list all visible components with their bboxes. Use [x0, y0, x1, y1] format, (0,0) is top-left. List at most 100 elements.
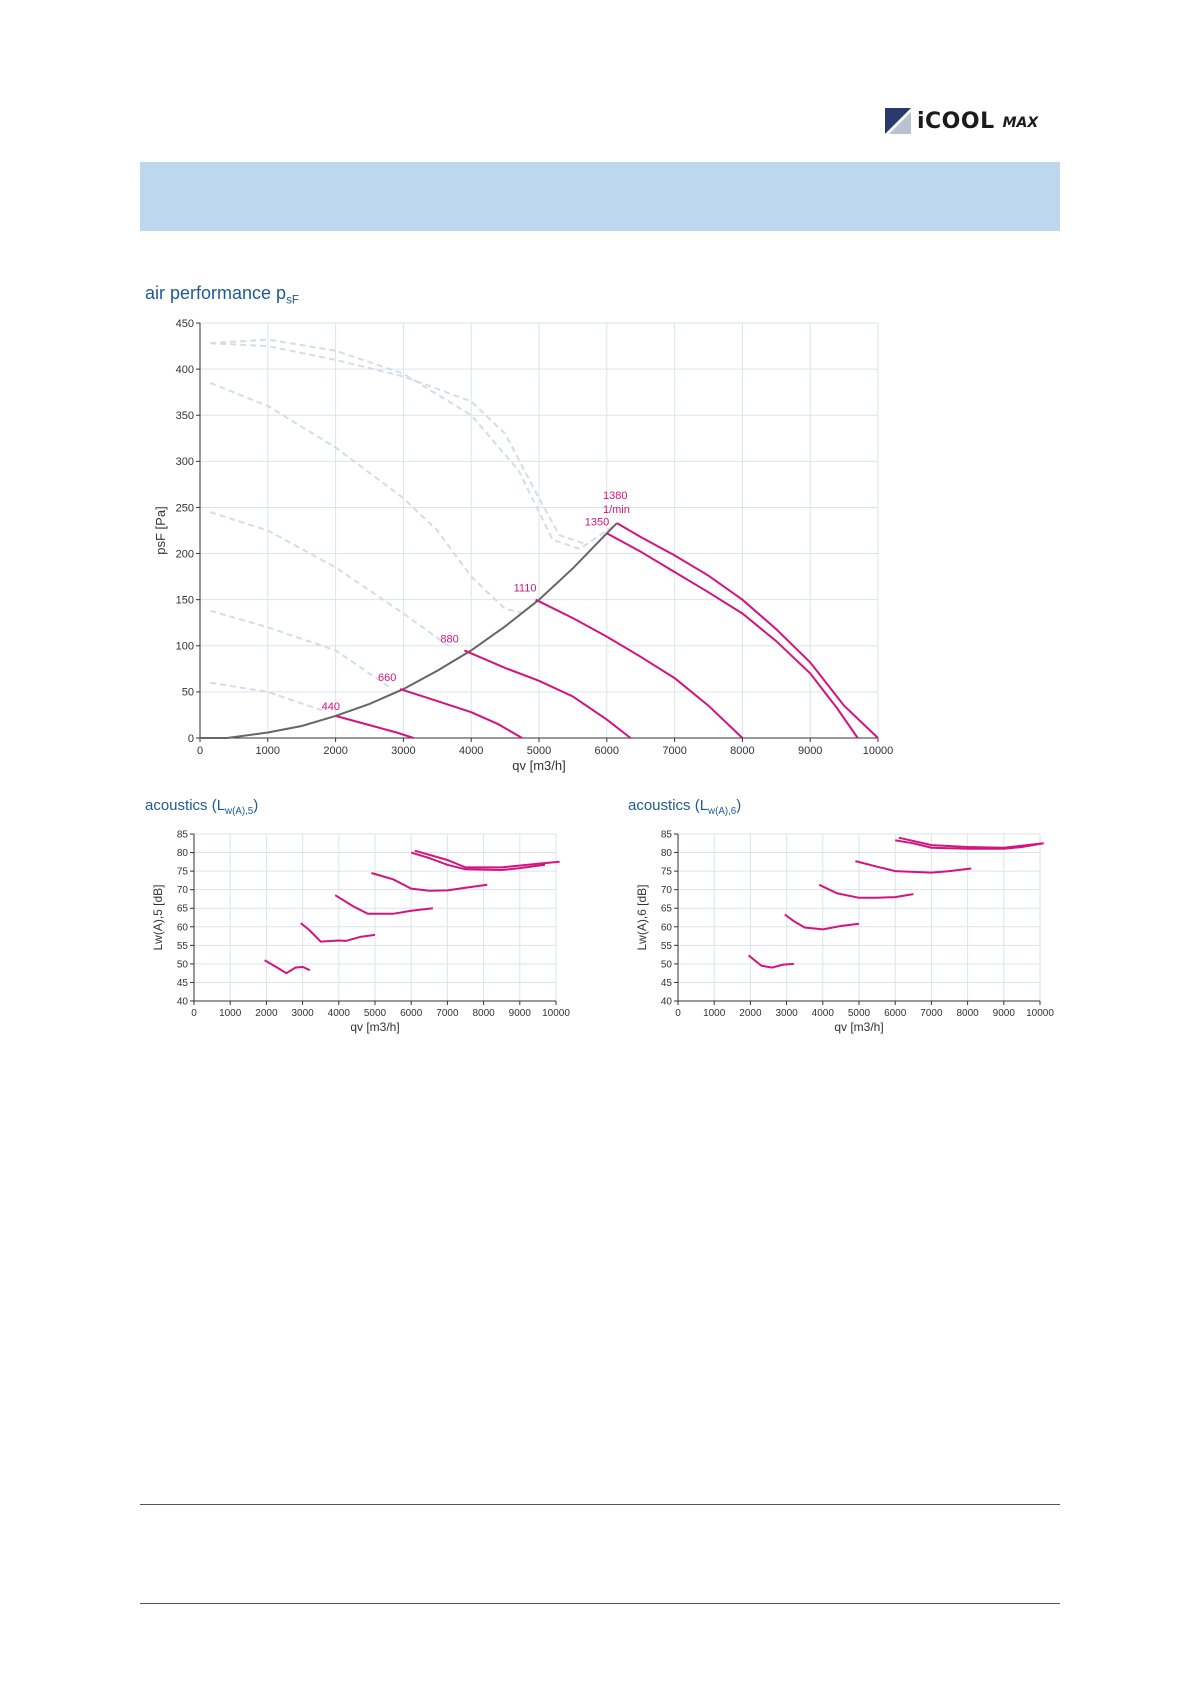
x-tick-label: 5000 — [848, 1008, 871, 1019]
y-tick-label: 60 — [177, 922, 189, 933]
acoustics-lwa5-title: acoustics (Lw(A),5) — [145, 797, 258, 817]
y-tick-label: 80 — [177, 848, 189, 859]
x-tick-label: 3000 — [291, 1008, 314, 1019]
y-tick-label: 85 — [177, 830, 189, 841]
y-tick-label: 70 — [661, 885, 673, 896]
x-tick-label: 9000 — [509, 1008, 532, 1019]
y-tick-label: 45 — [661, 978, 673, 989]
x-tick-label: 8000 — [472, 1008, 495, 1019]
reference-curve — [209, 381, 526, 615]
y-tick-label: 40 — [177, 997, 189, 1008]
speed-label: 660 — [378, 672, 396, 684]
y-tick-label: 200 — [176, 548, 194, 560]
speed-label: 440 — [322, 701, 340, 713]
x-tick-label: 0 — [191, 1008, 197, 1019]
logo-mark-icon — [885, 108, 911, 134]
reference-curve — [209, 511, 452, 649]
series-line-1110 — [371, 872, 488, 892]
footer-rule-bottom — [140, 1603, 1060, 1604]
x-tick-label: 2000 — [739, 1008, 762, 1019]
x-tick-label: 0 — [197, 745, 203, 757]
header-band — [140, 162, 1060, 231]
x-tick-label: 3000 — [391, 745, 415, 757]
x-tick-label: 10000 — [542, 1008, 570, 1019]
series-line-880 — [334, 894, 434, 915]
air-performance-title: air performance psF — [145, 283, 299, 307]
x-tick-label: 8000 — [956, 1008, 979, 1019]
x-tick-label: 8000 — [730, 745, 754, 757]
series-line-1380 — [898, 836, 1044, 849]
x-tick-label: 1000 — [703, 1008, 726, 1019]
x-tick-label: 10000 — [1026, 1008, 1054, 1019]
y-tick-label: 75 — [177, 867, 189, 878]
speed-label: 1350 — [585, 516, 609, 528]
title-text: acoustics (L — [145, 797, 226, 814]
x-tick-label: 6000 — [400, 1008, 423, 1019]
series-line-440 — [264, 959, 311, 975]
y-tick-label: 350 — [176, 410, 194, 422]
acoustics-lwa6-chart: 0 1000 2000 3000 4000 5000 6000 7000 8000 9000 100… — [635, 830, 1054, 1035]
y-tick-label: 450 — [176, 318, 194, 330]
series-line-660 — [784, 913, 860, 931]
y-tick-label: 50 — [177, 959, 189, 970]
series-line-660 — [300, 922, 376, 943]
y-tick-label: 100 — [176, 641, 194, 653]
series-line-1350 — [895, 839, 1044, 850]
x-tick-label: 0 — [675, 1008, 681, 1019]
x-tick-label: 7000 — [436, 1008, 459, 1019]
x-tick-label: 1000 — [256, 745, 280, 757]
y-tick-label: 250 — [176, 502, 194, 514]
series-line-1110 — [535, 598, 744, 739]
x-tick-label: 2000 — [255, 1008, 278, 1019]
title-subscript: w(A),6 — [708, 806, 737, 817]
x-tick-label: 10000 — [863, 745, 894, 757]
logo-brand-text: iCOOL — [917, 108, 995, 134]
reference-curve — [210, 681, 323, 712]
logo-sub-text: MAX — [1002, 115, 1039, 131]
y-tick-label: 300 — [176, 456, 194, 468]
y-axis-title: Lw(A),5 [dB] — [151, 884, 165, 950]
x-axis-title: qv [m3/h] — [350, 1020, 399, 1034]
series-line-1380 — [616, 522, 879, 739]
y-tick-label: 45 — [177, 978, 189, 989]
title-end: ) — [736, 797, 742, 814]
series-line-1110 — [855, 860, 972, 874]
y-tick-label: 55 — [661, 941, 673, 952]
y-tick-label: 65 — [661, 904, 673, 915]
system-curve — [200, 522, 618, 739]
y-tick-label: 50 — [661, 959, 673, 970]
y-tick-label: 75 — [661, 867, 673, 878]
series-line-1380 — [414, 849, 560, 869]
y-tick-label: 70 — [177, 885, 189, 896]
title-text: air performance p — [145, 283, 287, 303]
footer-rule-top — [140, 1504, 1060, 1505]
x-tick-label: 7000 — [920, 1008, 943, 1019]
x-tick-label: 5000 — [527, 745, 551, 757]
y-tick-label: 400 — [176, 364, 194, 376]
y-axis-title: psF [Pa] — [153, 506, 168, 554]
acoustics-lwa6-title: acoustics (Lw(A),6) — [628, 797, 741, 817]
y-tick-label: 85 — [661, 830, 673, 841]
y-tick-label: 80 — [661, 848, 673, 859]
x-tick-label: 4000 — [812, 1008, 835, 1019]
reference-curve — [210, 338, 615, 551]
y-tick-label: 60 — [661, 922, 673, 933]
x-tick-label: 5000 — [364, 1008, 387, 1019]
series-line-440 — [335, 714, 414, 739]
y-axis-title: Lw(A),6 [dB] — [635, 884, 649, 950]
acoustics-lwa5-chart: 0 1000 2000 3000 4000 5000 6000 7000 8000 9000 100… — [151, 830, 570, 1035]
series-line-440 — [747, 954, 794, 969]
y-tick-label: 50 — [182, 687, 194, 699]
x-axis-title: qv [m3/h] — [512, 758, 565, 773]
series-line-1350 — [606, 532, 859, 739]
series-line-1350 — [410, 851, 546, 872]
x-tick-label: 4000 — [328, 1008, 351, 1019]
x-tick-label: 9000 — [798, 745, 822, 757]
x-tick-label: 1000 — [219, 1008, 242, 1019]
x-tick-label: 7000 — [662, 745, 686, 757]
reference-curve — [210, 342, 587, 546]
title-text: acoustics (L — [628, 797, 709, 814]
y-tick-label: 55 — [177, 941, 189, 952]
series-line-880 — [464, 649, 632, 739]
reference-curve — [209, 609, 391, 689]
